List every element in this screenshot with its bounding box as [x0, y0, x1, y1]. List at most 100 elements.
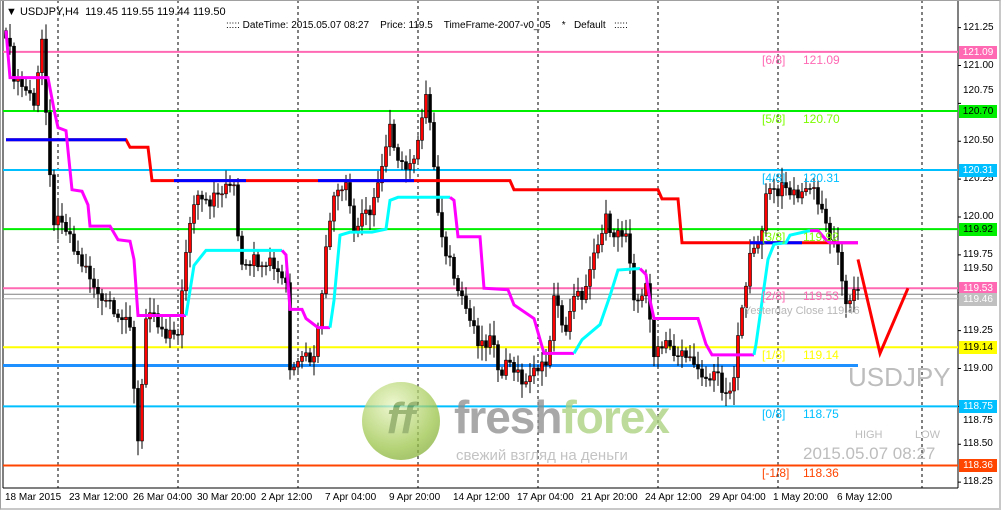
price-axis-tick: 120.75	[963, 85, 994, 97]
price-level-box: 119.53	[959, 282, 997, 296]
candle-body	[448, 255, 452, 258]
candle-body	[592, 252, 596, 270]
candle-body	[444, 236, 448, 257]
candle-body	[52, 174, 56, 226]
candle-body	[656, 346, 660, 358]
fib-level-tag: [-1/8]	[762, 466, 790, 481]
price-level-box: 118.36	[959, 459, 997, 473]
candle-body	[248, 264, 252, 267]
candle-body	[528, 375, 532, 382]
candle-body	[20, 78, 24, 87]
candle-body	[204, 198, 208, 201]
time-axis-label: 2 Apr 12:00	[261, 492, 313, 503]
candle-body	[268, 257, 272, 267]
candle-body	[352, 205, 356, 234]
time-axis-label: 1 May 20:00	[773, 492, 829, 503]
candle-body	[304, 352, 308, 357]
candle-body	[12, 45, 16, 82]
candle-body	[276, 268, 280, 273]
candle-body	[400, 160, 404, 163]
time-axis-label: 26 Mar 04:00	[133, 492, 192, 503]
candle-body	[452, 256, 456, 279]
candle-body	[604, 213, 608, 234]
candle-body	[460, 290, 464, 297]
price-axis-tick: 118.50	[963, 438, 993, 450]
trend-line-segment	[184, 248, 282, 316]
candle-body	[108, 299, 112, 302]
candle-body	[8, 37, 12, 47]
candle-body	[480, 340, 484, 347]
candle-body	[760, 230, 764, 245]
fib-level-value: 121.09	[803, 52, 840, 67]
candle-body	[616, 230, 620, 238]
candle-body	[32, 92, 36, 106]
candle-body	[608, 213, 612, 233]
price-axis-tick: 120.25	[963, 173, 994, 185]
candle-body	[692, 356, 696, 365]
candle-body	[416, 139, 420, 160]
candle-body	[292, 366, 296, 371]
candle-body	[828, 222, 832, 241]
candle-body	[816, 187, 820, 205]
candle-body	[764, 193, 768, 231]
candle-body	[364, 209, 368, 214]
candle-body	[488, 335, 492, 348]
candle-body	[324, 246, 328, 294]
candle-body	[132, 326, 136, 389]
price-axis-tick: 119.25	[963, 324, 993, 336]
candle-body	[520, 369, 524, 385]
candle-body	[232, 184, 236, 187]
time-axis-label: 24 Apr 12:00	[645, 492, 702, 503]
candle-body	[524, 381, 528, 385]
candle-body	[196, 194, 200, 205]
time-axis-label: 29 Apr 04:00	[709, 492, 766, 503]
candle-body	[420, 117, 424, 141]
candle-body	[476, 325, 480, 347]
candle-body	[560, 305, 564, 326]
candle-body	[16, 78, 20, 82]
candle-body	[60, 215, 64, 223]
fib-level-value: 119.14	[803, 348, 839, 363]
candle-body	[56, 215, 60, 226]
candle-body	[100, 293, 104, 301]
candle-body	[700, 368, 704, 378]
candle-body	[740, 307, 744, 336]
dropdown-triangle-icon[interactable]: ▼	[6, 6, 20, 18]
candle-body	[492, 335, 496, 345]
candle-body	[392, 123, 396, 148]
candle-body	[396, 147, 400, 161]
time-axis-label: 17 Apr 04:00	[517, 492, 574, 503]
candle-body	[640, 295, 644, 301]
candle-body	[532, 367, 536, 377]
candle-body	[308, 352, 312, 363]
time-axis-label: 18 Mar 2015	[5, 492, 62, 503]
logo-text-fresh: fresh	[454, 391, 562, 443]
candle-body	[404, 161, 408, 170]
step-line	[6, 138, 858, 245]
candle-body	[432, 122, 436, 168]
price-level-box: 119.92	[959, 223, 997, 237]
candle-body	[340, 189, 344, 192]
candle-body	[768, 188, 772, 195]
candle-body	[708, 378, 712, 381]
candle-body	[748, 252, 752, 287]
candle-body	[684, 350, 688, 358]
candle-body	[668, 340, 672, 347]
candle-body	[164, 328, 168, 339]
low-label: LOW	[915, 429, 941, 441]
candle-body	[436, 166, 440, 213]
price-level-box: 120.70	[959, 104, 997, 118]
candle-body	[224, 183, 228, 195]
candle-body	[588, 269, 592, 287]
candle-body	[256, 254, 260, 268]
price-axis-tick: 119.00	[963, 362, 993, 374]
candle-body	[784, 182, 788, 189]
candle-body	[504, 359, 508, 376]
trend-line-segment	[4, 30, 186, 317]
price-level-box: 119.14	[959, 341, 997, 355]
candle-body	[676, 355, 680, 357]
candle-body	[852, 289, 856, 301]
candle-body	[796, 189, 800, 199]
price-level-box: 120.31	[959, 164, 997, 178]
